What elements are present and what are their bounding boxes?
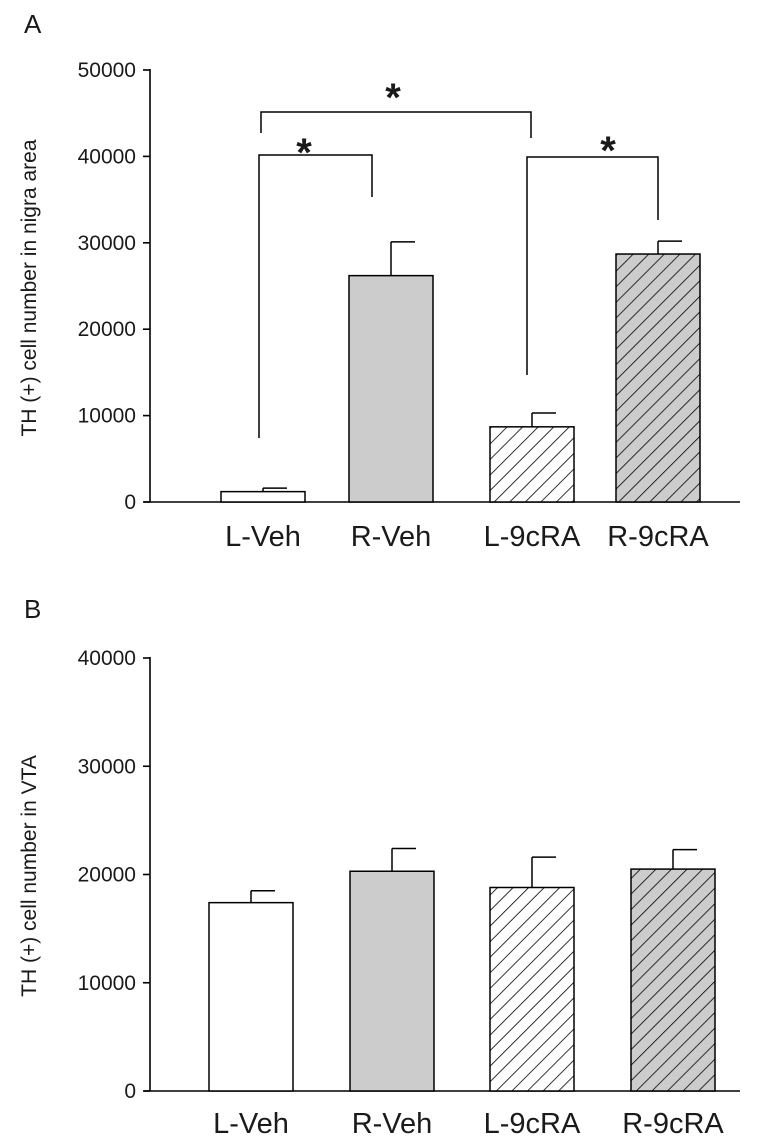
- panel-a-significance-star: *: [296, 131, 312, 175]
- panel-b-category-label: R-Veh: [352, 1108, 433, 1138]
- panel-b-category-label: L-9cRA: [484, 1108, 581, 1138]
- panel-b-error-bar-r-9cra: [672, 848, 697, 870]
- panel-a-bar-r-veh: [348, 274, 434, 503]
- panel-a-error-bar-l-veh: [262, 487, 287, 492]
- panel-b-letter: B: [24, 594, 41, 624]
- panel-a-error-bar-r-9cra: [657, 240, 682, 255]
- panel-a-category-label: R-Veh: [351, 521, 432, 553]
- panel-a-significance-star: *: [385, 76, 401, 120]
- panel-b-y-tick-label: 10000: [78, 972, 136, 995]
- panel-a-y-tick-label: 10000: [78, 405, 136, 428]
- panel-b: B TH (+) cell number in VTA 0 10000 20000 3…: [18, 594, 740, 1138]
- panel-a-category-label: L-Veh: [225, 521, 301, 553]
- panel-a-error-bar-l-9cra: [531, 412, 556, 427]
- panel-b-y-tick-label: 20000: [78, 864, 136, 887]
- panel-a-error-bar-r-veh: [390, 241, 415, 276]
- panel-b-y-tick-label: 0: [124, 1080, 136, 1103]
- panel-a-significance-bracket: [526, 156, 659, 375]
- panel-a-letter: A: [24, 9, 42, 39]
- panel-a-significance-bracket: [260, 111, 532, 138]
- panel-a-y-tick-label: 30000: [78, 232, 136, 255]
- panel-a-category-label: R-9cRA: [607, 521, 709, 553]
- panel-a: A TH (+) cell number in nigra area 0 1000…: [18, 9, 740, 553]
- panel-a-category-label: L-9cRA: [484, 521, 581, 553]
- panel-b-bar-l-veh: [208, 901, 294, 1092]
- panel-b-category-label: R-9cRA: [622, 1108, 724, 1138]
- panel-b-y-tick-label: 30000: [78, 755, 136, 778]
- panel-a-bar-l-veh: [220, 490, 306, 503]
- panel-a-y-tick-label: 20000: [78, 318, 136, 341]
- panel-a-y-axis-label: TH (+) cell number in nigra area: [18, 139, 41, 436]
- panel-a-significance-bracket: [258, 154, 373, 438]
- panel-b-error-bar-l-9cra: [531, 856, 556, 888]
- panel-a-significance-star: *: [600, 129, 616, 173]
- panel-a-plot-area: 0 10000 20000 30000 40000 50000 L-Veh R-Veh L-9c…: [78, 59, 740, 553]
- panel-b-bar-r-veh: [349, 870, 435, 1092]
- panel-b-bar-r-9cra: [630, 868, 716, 1092]
- panel-b-error-bar-r-veh: [391, 847, 416, 872]
- panel-a-y-tick-label: 40000: [78, 145, 136, 168]
- panel-b-category-label: L-Veh: [213, 1108, 289, 1138]
- panel-a-bar-r-9cra: [615, 253, 701, 503]
- panel-b-plot-area: 0 10000 20000 30000 40000 L-Veh R-Veh L-9cRA R-9…: [78, 647, 740, 1138]
- panel-b-y-axis-label: TH (+) cell number in VTA: [18, 755, 41, 997]
- panel-b-bar-l-9cra: [489, 886, 575, 1092]
- panel-a-bar-l-9cra: [489, 426, 575, 503]
- panel-b-error-bar-l-veh: [250, 889, 275, 903]
- panel-a-y-tick-label: 50000: [78, 59, 136, 82]
- panel-b-y-tick-label: 40000: [78, 647, 136, 670]
- panel-a-y-tick-label: 0: [124, 491, 136, 514]
